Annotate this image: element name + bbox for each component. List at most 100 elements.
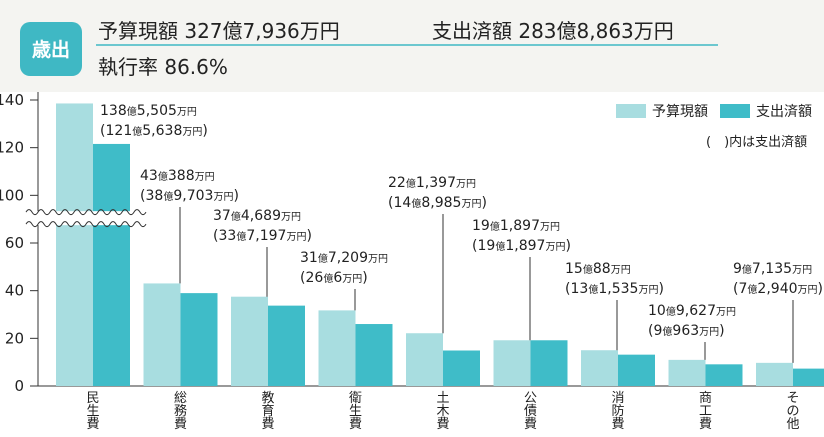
y-tick-label: 120 <box>0 139 24 157</box>
value-label-part: 万 <box>545 242 555 253</box>
value-label: 31億7,209万円 <box>300 250 388 266</box>
value-label-part: 2 <box>698 303 707 319</box>
x-tick-label: 商工費 <box>699 391 712 432</box>
value-label-part: 万 <box>461 199 471 210</box>
x-tick-char: 費 <box>86 417 99 432</box>
value-label-part: ( <box>213 228 218 244</box>
x-tick-char: 土 <box>436 391 449 406</box>
value-label-part: 億 <box>747 283 757 296</box>
value-label-part: 8 <box>519 238 528 254</box>
value-label-part: 5 <box>783 261 792 277</box>
value-label-part: 1 <box>505 238 514 254</box>
value-label-part: , <box>607 281 611 297</box>
budget-total: 予算現額 327億7,936万円 <box>98 19 340 43</box>
value-label-part: 円 <box>352 274 362 285</box>
value-label-part: 7 <box>752 261 761 277</box>
value-label-part: 9 <box>771 281 780 297</box>
x-tick-char: 費 <box>611 417 624 432</box>
value-label-part: 5 <box>137 103 146 119</box>
bar <box>756 362 793 386</box>
x-tick-label: 公債費 <box>524 391 537 432</box>
value-label: (26億6万円) <box>300 270 368 286</box>
value-label-part: ) <box>481 195 486 211</box>
value-label: 22億1,397万円 <box>388 175 476 191</box>
x-tick-char: 他 <box>786 417 799 432</box>
value-label-part: 0 <box>196 188 205 204</box>
value-label-part: 円 <box>550 222 560 233</box>
value-label-part: ( <box>472 238 477 254</box>
value-label-part: 0 <box>159 103 168 119</box>
value-label-part: 4 <box>140 168 149 184</box>
y-tick-label: 40 <box>5 282 24 300</box>
header-bg <box>0 0 824 92</box>
value-label-part: 5 <box>453 195 462 211</box>
value-label-part: 0 <box>789 281 798 297</box>
value-label-part: 5 <box>150 103 159 119</box>
value-label-part: ) <box>233 188 238 204</box>
legend-note: ( )内は支出済額 <box>706 134 807 150</box>
x-tick-char: 教 <box>261 390 274 406</box>
x-tick-label: 消防費 <box>611 391 624 432</box>
value-label-part: 2 <box>305 270 314 286</box>
value-label-part: 6 <box>254 208 263 224</box>
value-label-part: 3 <box>774 261 783 277</box>
value-label-part: 2 <box>388 175 397 191</box>
value-label-part: 万 <box>368 254 378 265</box>
value-label: 10億9,627万円 <box>648 303 736 319</box>
value-label-part: 万 <box>792 265 802 276</box>
value-label-part: 3 <box>109 103 118 119</box>
value-label-part: 6 <box>156 123 165 139</box>
value-label-part: 万 <box>798 285 808 296</box>
value-label: 138億5,505万円 <box>100 103 197 119</box>
value-label-part: 9 <box>481 218 490 234</box>
bar <box>493 340 531 386</box>
value-label-part: , <box>250 208 254 224</box>
value-label-part: 9 <box>173 188 182 204</box>
value-label-part: 8 <box>177 168 186 184</box>
bar <box>705 364 743 386</box>
value-label-part: 7 <box>187 188 196 204</box>
x-tick-label: 民生費 <box>86 391 99 432</box>
value-label-part: 8 <box>421 195 430 211</box>
value-label-part: 円 <box>378 254 388 265</box>
x-tick-char: の <box>786 404 799 419</box>
bar <box>93 143 130 386</box>
value-label-part: 万 <box>699 327 709 338</box>
value-label-part: 億 <box>490 220 500 233</box>
value-label-part: 9 <box>653 323 662 339</box>
legend-label: 支出済額 <box>756 104 812 120</box>
x-tick-label: 土木費 <box>436 391 449 432</box>
value-label-part: 9 <box>528 238 537 254</box>
value-label-part: 円 <box>648 285 658 296</box>
value-label-part: 1 <box>477 238 486 254</box>
value-label-part: ( <box>388 195 393 211</box>
value-label-part: 円 <box>291 212 301 223</box>
bar <box>143 283 181 386</box>
x-tick-char: 費 <box>349 417 362 432</box>
value-label-part: 億 <box>742 263 752 276</box>
x-tick-label: 衛生費 <box>349 391 362 432</box>
value-label-part: 5 <box>168 103 177 119</box>
value-label: 37億4,689万円 <box>213 208 301 224</box>
badge-text: 歳出 <box>32 38 70 61</box>
bar <box>56 103 93 386</box>
value-label-part: ( <box>648 323 653 339</box>
value-label-part: , <box>766 281 770 297</box>
value-label-part: 1 <box>100 103 109 119</box>
badge <box>20 22 82 76</box>
value-label-part: 8 <box>593 261 602 277</box>
value-label-part: ) <box>719 323 724 339</box>
value-label-part: , <box>151 123 155 139</box>
value-label-part: 円 <box>296 232 306 243</box>
value-label-part: 万 <box>195 172 205 183</box>
x-tick-char: 務 <box>174 404 187 419</box>
x-tick-label: その他 <box>786 391 799 432</box>
value-label-part: 9 <box>435 195 444 211</box>
value-label: 9億7,135万円 <box>733 261 812 277</box>
value-label-part: 万 <box>177 107 187 118</box>
x-tick-char: 商 <box>699 391 712 406</box>
value-label-part: 円 <box>187 107 197 118</box>
value-label-part: 8 <box>186 168 195 184</box>
value-label-part: 万 <box>286 232 296 243</box>
bar <box>668 359 706 386</box>
